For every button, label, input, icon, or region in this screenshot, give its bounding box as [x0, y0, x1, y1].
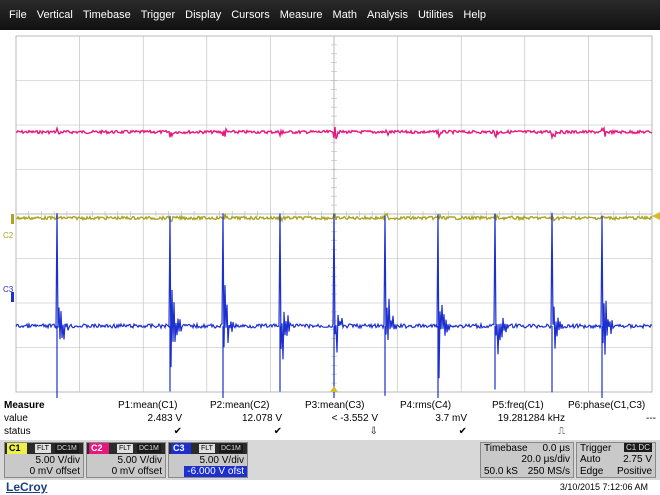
- channel-tag: FLT: [117, 444, 133, 453]
- channel-vdiv: 5.00 V/div: [35, 455, 80, 466]
- menu-display[interactable]: Display: [185, 9, 222, 21]
- menu-math[interactable]: Math: [332, 9, 357, 21]
- measure-param-value: 2.483 V: [147, 413, 182, 424]
- measure-value-label: value: [4, 413, 28, 424]
- trigger-level-marker: [652, 212, 660, 220]
- trigger-type: Edge: [580, 466, 604, 477]
- channel-name: C3: [171, 443, 191, 454]
- trigger-tag: C1 DC: [623, 443, 652, 452]
- timebase-delay: 0.0 μs: [542, 443, 570, 454]
- measure-param-name[interactable]: P6:phase(C1,C3): [568, 400, 646, 411]
- trigger-level: 2.75 V: [623, 454, 652, 465]
- footer: LeCroy 3/10/2015 7:12:06 AM: [0, 480, 660, 495]
- double-arrow-down-icon: ⇩: [369, 426, 378, 437]
- channel-tag: FLT: [35, 444, 51, 453]
- datetime: 3/10/2015 7:12:06 AM: [559, 482, 648, 492]
- trigger-time-marker: [330, 386, 338, 392]
- check-icon: ✔: [458, 426, 467, 437]
- channel-offset: 0 mV offset: [111, 466, 162, 477]
- measure-param-name[interactable]: P4:rms(C4): [400, 400, 452, 411]
- menu-file[interactable]: File: [9, 9, 27, 21]
- measure-param-value: < -3.552 V: [331, 413, 378, 424]
- measure-panel: Measure P1:mean(C1) P2:mean(C2) P3:mean(C3…: [0, 398, 660, 440]
- measure-param-name[interactable]: P1:mean(C1): [118, 400, 178, 411]
- channel-offset: 0 mV offset: [29, 466, 80, 477]
- measure-title: Measure: [4, 400, 45, 411]
- c2-ground-label: C2: [3, 231, 14, 240]
- c3-ground-marker: [11, 292, 14, 302]
- channel-box-c2[interactable]: C2 FLT DC1M 5.00 V/div 0 mV offset: [86, 442, 166, 478]
- channel-tag: FLT: [199, 444, 215, 453]
- measure-header-row: Measure P1:mean(C1) P2:mean(C2) P3:mean(C3…: [0, 400, 660, 413]
- pulse-icon: ⎍: [558, 426, 565, 437]
- timebase-tdiv: 20.0 μs/div: [521, 454, 570, 465]
- menu-trigger[interactable]: Trigger: [140, 9, 176, 21]
- trigger-mode: Auto: [580, 454, 601, 465]
- channel-vdiv: 5.00 V/div: [199, 455, 244, 466]
- menu-analysis[interactable]: Analysis: [367, 9, 408, 21]
- timebase-title: Timebase: [484, 443, 528, 454]
- timebase-samples: 50.0 kS: [484, 466, 518, 477]
- menu-help[interactable]: Help: [463, 9, 487, 21]
- channel-tag: DC1M: [137, 444, 161, 453]
- channel-name: C2: [89, 443, 109, 454]
- menu-vertical[interactable]: Vertical: [36, 9, 73, 21]
- channel-vdiv: 5.00 V/div: [117, 455, 162, 466]
- menu-timebase[interactable]: Timebase: [82, 9, 131, 21]
- channel-tag: DC1M: [55, 444, 79, 453]
- waveform-display[interactable]: C2 C3: [0, 30, 660, 398]
- channel-name: C1: [7, 443, 27, 454]
- trigger-slope: Positive: [616, 466, 652, 477]
- measure-param-value: 3.7 mV: [435, 413, 467, 424]
- menu-utilities[interactable]: Utilities: [417, 9, 454, 21]
- menu-bar: File Vertical Timebase Trigger Display Cursor…: [0, 0, 660, 30]
- measure-param-name[interactable]: P3:mean(C3): [305, 400, 365, 411]
- c2-ground-marker: [11, 214, 14, 224]
- c3-ground-label: C3: [3, 285, 14, 294]
- check-icon: ✔: [273, 426, 282, 437]
- channel-box-c1[interactable]: C1 FLT DC1M 5.00 V/div 0 mV offset: [4, 442, 84, 478]
- lecroy-logo: LeCroy: [6, 480, 48, 494]
- measure-param-value: ---: [646, 413, 656, 424]
- measure-param-name[interactable]: P2:mean(C2): [210, 400, 270, 411]
- trace-c1: [15, 125, 653, 141]
- measure-status-label: status: [4, 426, 31, 437]
- timebase-box[interactable]: Timebase 0.0 μs 20.0 μs/div 50.0 kS 250 MS/s: [480, 442, 574, 478]
- check-icon: ✔: [173, 426, 182, 437]
- trace-c3: [15, 212, 653, 379]
- channel-box-c3[interactable]: C3 FLT DC1M 5.00 V/div -6.000 V ofst: [168, 442, 248, 478]
- timebase-rate: 250 MS/s: [527, 466, 570, 477]
- channel-offset: -6.000 V ofst: [184, 466, 247, 477]
- measure-value-row: value 2.483 V 12.078 V < -3.552 V 3.7 mV 19.…: [0, 413, 660, 426]
- waveform-svg: C2 C3: [3, 35, 660, 398]
- measure-param-name[interactable]: P5:freq(C1): [492, 400, 544, 411]
- measure-param-value: 12.078 V: [241, 413, 282, 424]
- trigger-title: Trigger: [580, 443, 612, 454]
- channel-info-bar: C1 FLT DC1M 5.00 V/div 0 mV offset C2 FLT DC1M 5…: [0, 440, 660, 480]
- measure-param-value: 19.281284 kHz: [497, 413, 565, 424]
- measure-status-row: status ✔ ✔ ⇩ ✔ ⎍: [0, 426, 660, 439]
- menu-cursors[interactable]: Cursors: [231, 9, 270, 21]
- trigger-box[interactable]: Trigger C1 DC Auto 2.75 V Edge Positive: [576, 442, 656, 478]
- menu-measure[interactable]: Measure: [279, 9, 323, 21]
- channel-tag: DC1M: [219, 444, 243, 453]
